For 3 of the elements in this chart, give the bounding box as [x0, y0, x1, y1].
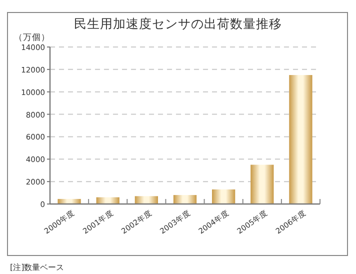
chart-title: 民生用加速度センサの出荷数量推移 [74, 16, 282, 31]
text: [注]数量ベース [10, 263, 64, 272]
y-axis-title: （万個） [14, 32, 50, 43]
